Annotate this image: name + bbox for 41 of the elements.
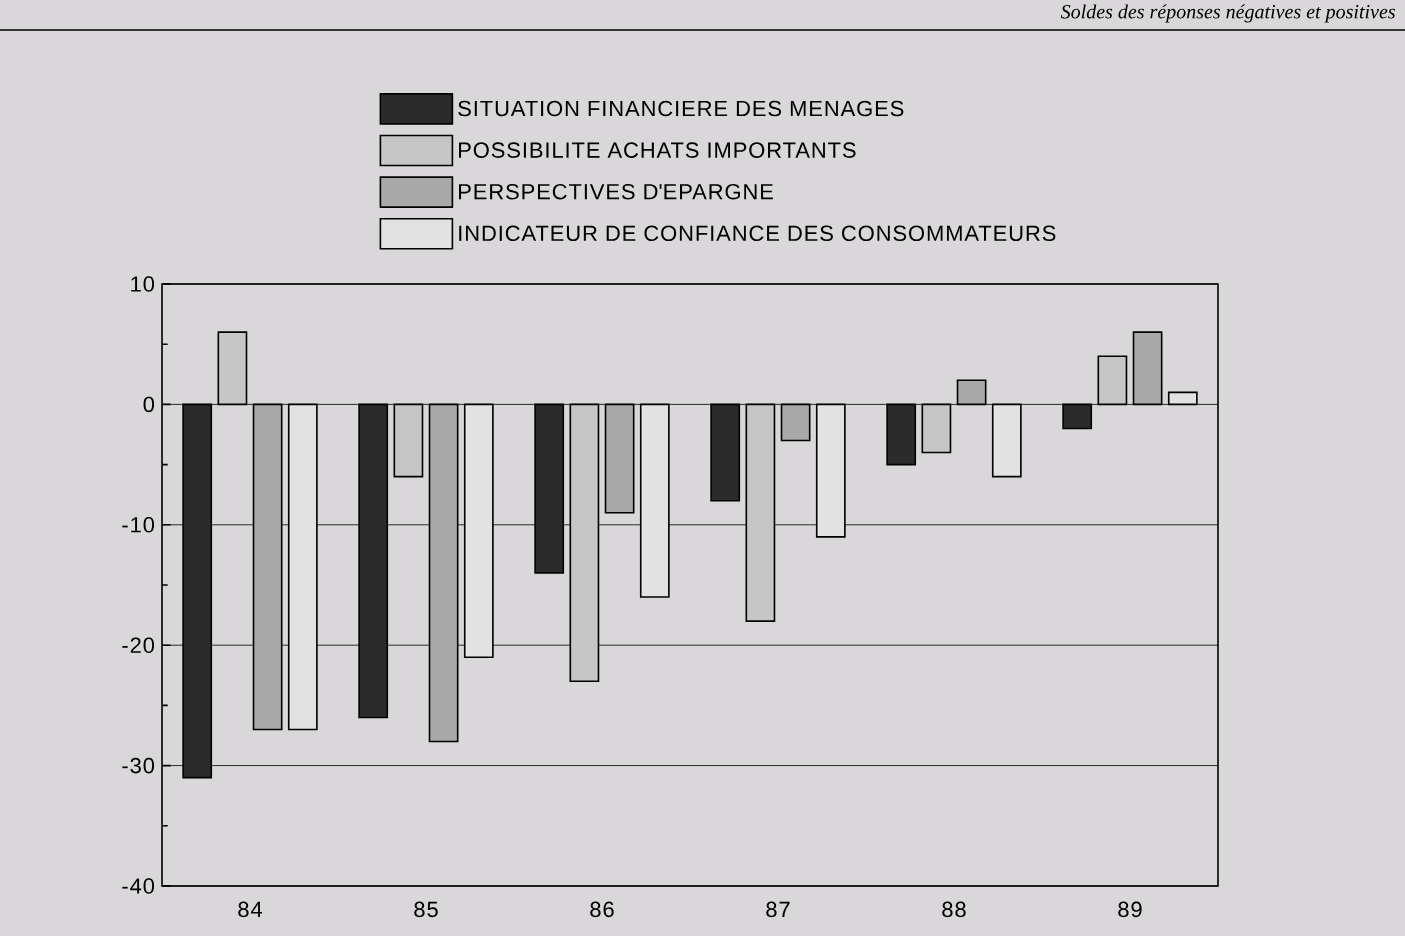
bar — [780, 403, 811, 442]
bar — [463, 403, 494, 659]
bar — [639, 403, 670, 598]
bar — [991, 403, 1022, 478]
legend-label: INDICATEUR DE CONFIANCE DES CONSOMMATEURS — [459, 225, 1056, 242]
bar — [745, 403, 776, 622]
bar — [393, 403, 424, 478]
legend-label: PERSPECTIVES D'EPARGNE — [459, 183, 773, 200]
y-tick-label: -20 — [122, 637, 155, 653]
bar — [1062, 403, 1093, 430]
bar — [921, 403, 952, 454]
bar — [604, 403, 635, 514]
x-tick-label: 86 — [590, 901, 614, 918]
bar — [428, 403, 459, 743]
bar — [182, 403, 213, 779]
bar — [569, 403, 600, 683]
y-tick-label: 10 — [131, 276, 155, 292]
x-tick-label: 87 — [766, 901, 790, 918]
bar — [1167, 391, 1198, 406]
x-tick-label: 89 — [1118, 901, 1142, 918]
chart-subtitle: Soldes des réponses négatives et positives — [1060, 4, 1396, 23]
x-tick-label: 88 — [942, 901, 966, 918]
bar — [1097, 355, 1128, 406]
x-tick-label: 85 — [414, 901, 438, 918]
y-tick-label: 0 — [143, 396, 155, 413]
bar — [287, 403, 318, 731]
bar — [1132, 331, 1163, 406]
bar — [217, 331, 248, 406]
x-tick-label: 84 — [238, 901, 263, 918]
bar — [534, 403, 565, 574]
bar — [956, 379, 987, 406]
legend-label: SITUATION FINANCIERE DES MENAGES — [458, 100, 904, 117]
y-tick-label: -30 — [122, 757, 155, 774]
legend-label: POSSIBILITE ACHATS IMPORTANTS — [459, 142, 856, 158]
bar — [815, 403, 846, 538]
y-tick-label: -40 — [122, 878, 155, 894]
bar — [358, 403, 389, 719]
y-tick-label: -10 — [122, 517, 155, 533]
bar — [886, 403, 917, 466]
bar — [710, 403, 741, 502]
bar — [252, 403, 283, 731]
